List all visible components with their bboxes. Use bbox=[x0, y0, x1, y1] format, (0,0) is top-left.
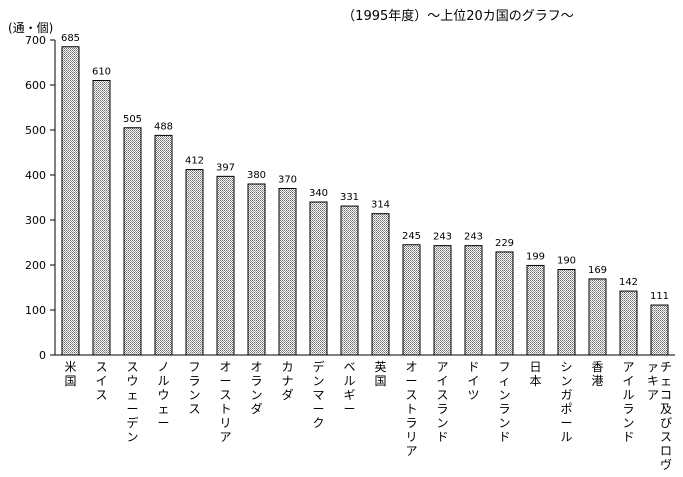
bar bbox=[402, 244, 421, 356]
category-label: オランダ bbox=[250, 360, 262, 416]
category-label: オーストリア bbox=[219, 360, 231, 444]
value-label: 169 bbox=[588, 265, 607, 276]
value-label: 505 bbox=[123, 114, 142, 125]
bar bbox=[278, 188, 297, 356]
category-label: 香港 bbox=[591, 360, 603, 388]
category-label: フランス bbox=[188, 360, 200, 416]
y-axis: 0 100 200 300 400 500 600 700 bbox=[25, 34, 55, 362]
value-label: 340 bbox=[309, 188, 328, 199]
value-label: 199 bbox=[526, 251, 545, 262]
bar bbox=[247, 183, 266, 356]
category-label: アイスランド bbox=[436, 360, 448, 444]
value-label: 610 bbox=[92, 67, 111, 78]
value-label: 370 bbox=[278, 175, 297, 186]
bar bbox=[185, 169, 204, 356]
bar bbox=[433, 245, 452, 356]
chart-title: （1995年度）～上位20カ国のグラフ～ bbox=[342, 8, 574, 24]
category-label: カナダ bbox=[281, 360, 293, 402]
category-label: 米国 bbox=[64, 360, 76, 388]
value-label: 314 bbox=[371, 200, 390, 211]
bar bbox=[650, 304, 669, 356]
category-label: フィンランド bbox=[498, 360, 510, 444]
value-label: 380 bbox=[247, 170, 266, 181]
value-label: 190 bbox=[557, 256, 576, 267]
category-label: スウェーデン bbox=[126, 360, 138, 444]
y-tick-label: 300 bbox=[25, 214, 46, 227]
bar bbox=[216, 175, 235, 356]
y-tick-label: 0 bbox=[39, 349, 46, 362]
y-tick-label: 700 bbox=[25, 34, 46, 47]
category-label: デンマーク bbox=[312, 359, 324, 430]
value-label: 245 bbox=[402, 231, 421, 242]
bar bbox=[464, 245, 483, 356]
value-label: 229 bbox=[495, 238, 514, 249]
bars-group bbox=[61, 46, 669, 356]
bar bbox=[371, 213, 390, 356]
y-tick-label: 100 bbox=[25, 304, 46, 317]
bar bbox=[557, 269, 576, 356]
bar bbox=[619, 290, 638, 356]
bar bbox=[154, 134, 173, 356]
category-label: ノルウェー bbox=[157, 360, 169, 430]
category-label: 日本 bbox=[529, 360, 541, 388]
bar bbox=[61, 46, 80, 356]
value-label: 412 bbox=[185, 156, 204, 167]
value-label: 111 bbox=[650, 291, 669, 302]
bar bbox=[588, 278, 607, 356]
value-label: 331 bbox=[340, 192, 359, 203]
category-label: ドイツ bbox=[467, 360, 479, 402]
category-label: 英国 bbox=[374, 360, 386, 388]
category-label: ベルギー bbox=[343, 360, 355, 416]
value-label: 488 bbox=[154, 121, 173, 132]
category-labels-group: 米国 スイス スウェーデン ノルウェー フランス オーストリア オランダ カナダ デンマーク ベル… bbox=[64, 359, 672, 472]
category-label: チェコ及びスロヴァキア bbox=[647, 360, 672, 472]
y-tick-label: 400 bbox=[25, 169, 46, 182]
bar bbox=[495, 251, 514, 356]
category-label: アイルランド bbox=[622, 360, 634, 444]
category-label: スイス bbox=[95, 360, 107, 402]
y-tick-label: 500 bbox=[25, 124, 46, 137]
category-label: オーストラリア bbox=[405, 360, 417, 458]
category-label: シンガポール bbox=[560, 360, 572, 444]
value-label: 397 bbox=[216, 162, 235, 173]
bar bbox=[309, 201, 328, 356]
y-axis-unit-label: (通・個) bbox=[8, 21, 53, 35]
value-label: 243 bbox=[464, 232, 483, 243]
y-tick-label: 200 bbox=[25, 259, 46, 272]
value-label: 243 bbox=[433, 232, 452, 243]
value-labels-group: 685 610 505 488 412 397 380 370 340 331 314 245 243 2… bbox=[61, 33, 669, 302]
bar bbox=[340, 205, 359, 356]
y-tick-label: 600 bbox=[25, 79, 46, 92]
bar bbox=[92, 80, 111, 356]
value-label: 142 bbox=[619, 277, 638, 288]
bar bbox=[526, 264, 545, 356]
value-label: 685 bbox=[61, 33, 80, 44]
bar bbox=[123, 127, 142, 356]
